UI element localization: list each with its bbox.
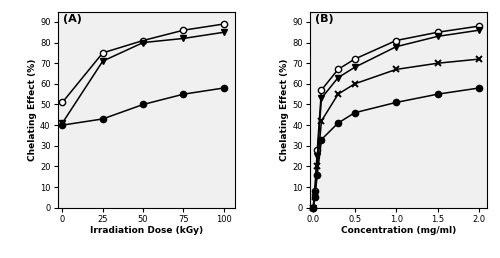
Y-axis label: Chelating Effect (%): Chelating Effect (%) [28, 59, 37, 161]
X-axis label: Concentration (mg/ml): Concentration (mg/ml) [341, 227, 456, 235]
Text: (B): (B) [315, 14, 334, 23]
X-axis label: Irradiation Dose (kGy): Irradiation Dose (kGy) [90, 227, 203, 235]
Y-axis label: Chelating Effect (%): Chelating Effect (%) [280, 59, 289, 161]
Text: (A): (A) [63, 14, 82, 23]
